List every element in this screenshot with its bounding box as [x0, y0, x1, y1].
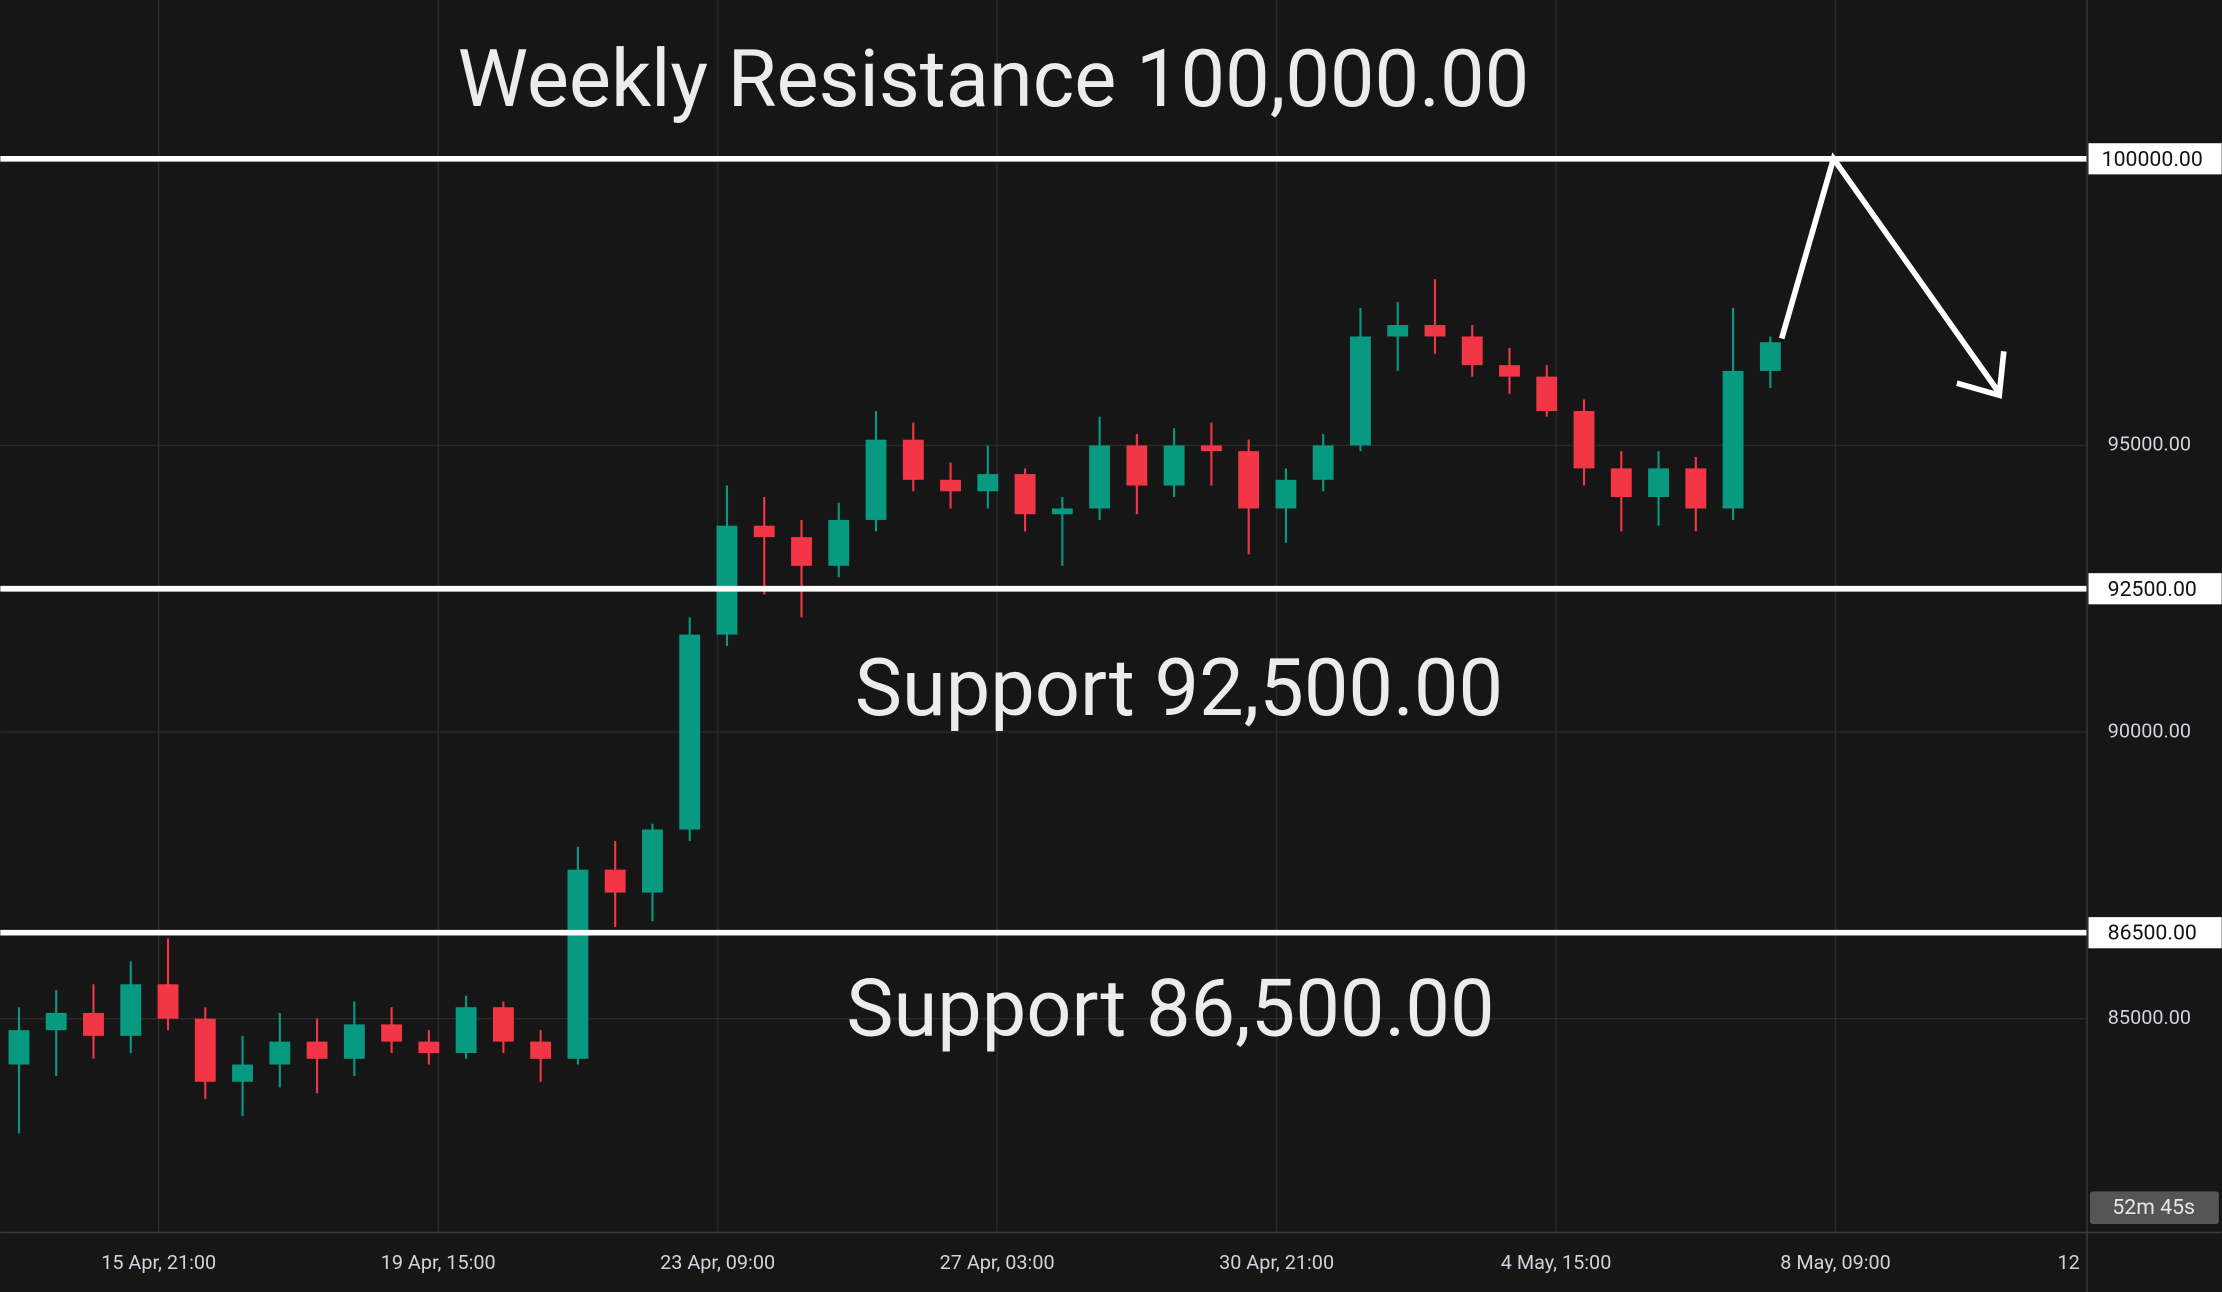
countdown: 52m 45s [2112, 1195, 2195, 1220]
candle-body [1275, 479, 1297, 509]
x-tick-label: 12 [2058, 1251, 2080, 1274]
candle-body [455, 1007, 477, 1054]
level-label-box [2088, 917, 2222, 949]
level-annotation: Weekly Resistance 100,000.00 [458, 33, 1530, 126]
candle-body [940, 479, 961, 492]
candle-body [977, 474, 999, 492]
candle-body [791, 537, 812, 566]
x-tick-label: 30 Apr, 21:00 [1219, 1251, 1334, 1274]
level-label: 100000.00 [2102, 147, 2203, 172]
candle-body [83, 1012, 104, 1036]
x-tick-label: 27 Apr, 03:00 [940, 1251, 1055, 1274]
candle-body [567, 869, 589, 1059]
candle-body [194, 1018, 216, 1082]
candle-body [343, 1024, 365, 1059]
candle-body [157, 984, 179, 1019]
candle-body [1648, 468, 1669, 498]
price-axis [2087, 0, 2222, 1233]
candle-body [1499, 365, 1520, 377]
candle-body [1759, 342, 1781, 371]
candle-body [1200, 445, 1222, 452]
candle-body [1461, 336, 1483, 366]
candle-body [1573, 411, 1595, 469]
level-label: 86500.00 [2108, 921, 2197, 946]
axes: 15 Apr, 21:00 19 Apr, 15:00 23 Apr, 09:00 2… [101, 143, 2222, 1274]
candle-body [1238, 451, 1260, 509]
countdown-box [2089, 1191, 2219, 1224]
candle-body [269, 1041, 291, 1065]
candle-body [1387, 325, 1409, 337]
candle-body [1163, 445, 1185, 486]
x-tick-label: 23 Apr, 09:00 [660, 1251, 775, 1274]
candle-body [418, 1041, 440, 1054]
projection-arrow [1778, 152, 2007, 399]
y-tick-label: 85000.00 [2108, 1006, 2191, 1029]
y-tick-label: 95000.00 [2108, 433, 2191, 456]
candle-body [1126, 445, 1148, 486]
candle-body [45, 1012, 67, 1031]
candle-body [306, 1041, 328, 1059]
candle-body [828, 519, 850, 566]
candle-body [1722, 370, 1744, 509]
candle-body [1350, 336, 1371, 446]
level-annotation: Support 86,500.00 [846, 962, 1494, 1055]
candle-body [1685, 468, 1707, 509]
candle-body [492, 1007, 514, 1042]
x-tick-label: 15 Apr, 21:00 [101, 1251, 216, 1274]
candle-body [1089, 445, 1111, 509]
x-tick-label: 19 Apr, 15:00 [381, 1251, 496, 1274]
x-tick-label: 4 May, 15:00 [1501, 1251, 1612, 1274]
candle-body [8, 1030, 30, 1065]
level-label: 92500.00 [2108, 577, 2197, 602]
x-tick-label: 8 May, 09:00 [1780, 1251, 1891, 1274]
candle-body [232, 1064, 253, 1082]
candle-body [530, 1041, 552, 1059]
candle-body [1312, 445, 1334, 480]
candle-body [1051, 508, 1073, 515]
candle-body [1610, 468, 1632, 498]
candle-body [1424, 325, 1446, 337]
candle-body [716, 525, 738, 635]
candle-body [679, 634, 701, 830]
levels: Weekly Resistance 100,000.00 Support 92,5… [0, 33, 2088, 1055]
candle-body [902, 439, 924, 480]
y-tick-label: 90000.00 [2108, 719, 2191, 742]
level-annotation: Support 92,500.00 [855, 642, 1503, 735]
candle-body [604, 869, 626, 893]
candles [8, 279, 1781, 1134]
level-label-box [2088, 143, 2222, 175]
candle-body [642, 829, 663, 893]
candle-body [865, 439, 887, 520]
candle-body [120, 984, 142, 1036]
candle-body [753, 525, 775, 538]
level-label-box [2088, 573, 2222, 605]
candle-body [1536, 376, 1558, 412]
candle-body [381, 1024, 403, 1042]
candle-body [1014, 474, 1036, 515]
